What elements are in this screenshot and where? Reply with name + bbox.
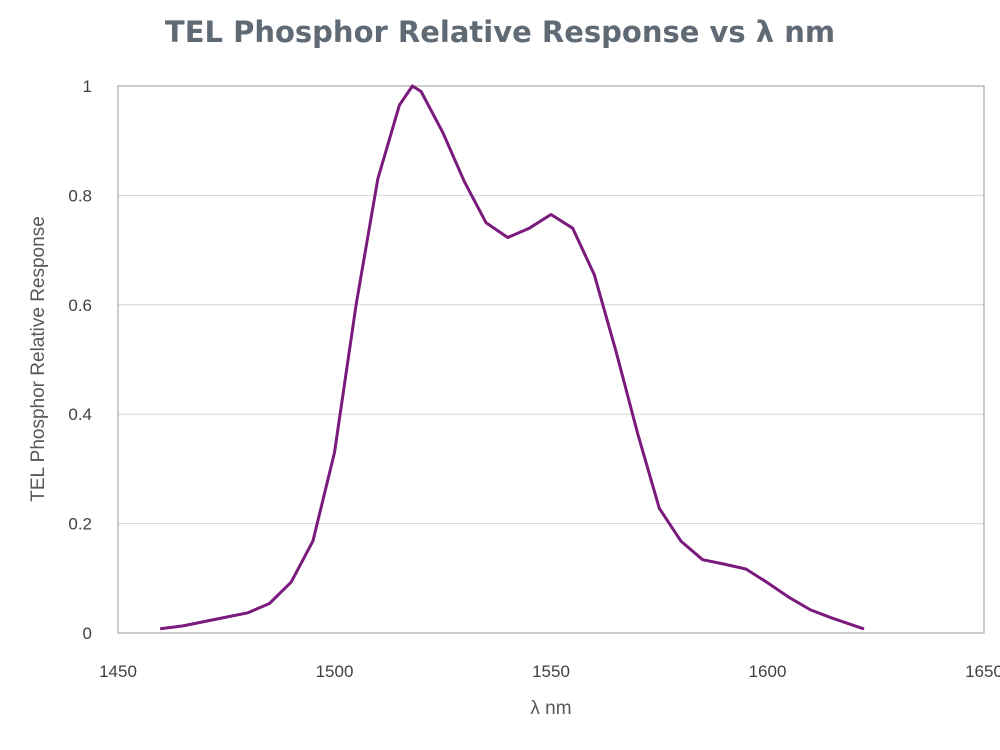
y-axis-label: TEL Phosphor Relative Response: [28, 216, 49, 502]
x-tick-label: 1600: [749, 662, 787, 681]
y-tick-label: 0: [83, 624, 92, 643]
chart-title: TEL Phosphor Relative Response vs λ nm: [165, 15, 835, 49]
gridlines: [118, 194, 984, 525]
y-tick-label: 0.8: [68, 186, 92, 205]
y-tick-labels: 0 0.2 0.4 0.6 0.8 1: [68, 77, 92, 643]
x-tick-label: 1550: [532, 662, 570, 681]
y-tick-label: 1: [83, 77, 92, 96]
x-tick-label: 1500: [316, 662, 354, 681]
x-tick-labels: 1450 1500 1550 1600 1650: [99, 662, 1000, 681]
x-axis-label: λ nm: [530, 698, 571, 719]
series-group: [159, 84, 865, 631]
plot-area: [117, 85, 985, 634]
y-tick-label: 0.2: [68, 515, 92, 534]
x-tick-label: 1650: [965, 662, 1000, 681]
y-tick-label: 0.4: [68, 405, 92, 424]
x-tick-label: 1450: [99, 662, 137, 681]
y-tick-label: 0.6: [68, 296, 92, 315]
series-line: [159, 84, 865, 631]
